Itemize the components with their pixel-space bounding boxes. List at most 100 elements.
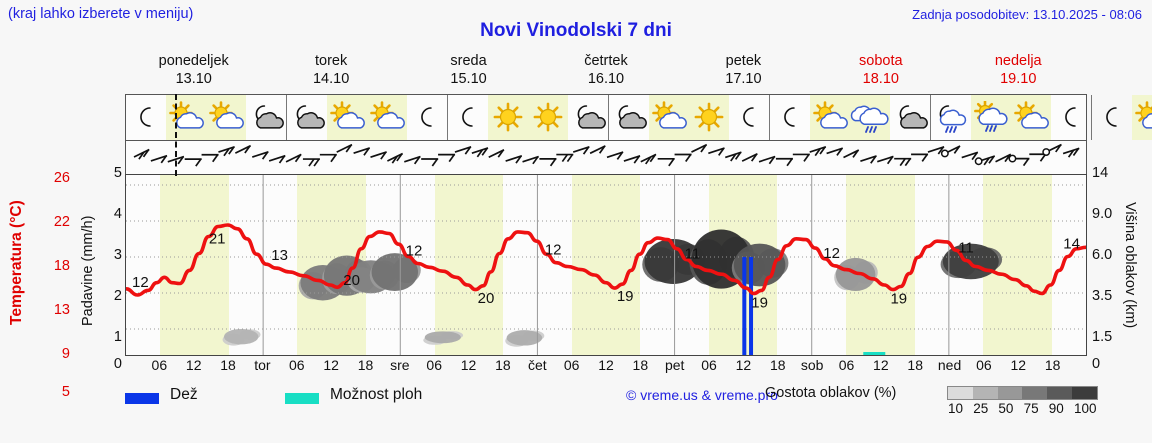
icon-day-ned <box>1092 95 1152 140</box>
x-tick-day-čet: čet <box>527 357 547 373</box>
quarter-band <box>1017 175 1052 355</box>
temperature-label-layer: 12 21 13 20 12 20 12 19 11 19 12 19 11 14 <box>132 231 1080 312</box>
day-name: nedelja <box>994 53 1042 69</box>
sun-clear-icon <box>488 101 528 135</box>
chart-legend: Dež Možnost ploh © vreme.us & vreme.pro <box>125 386 1145 414</box>
moon-clear-icon <box>729 101 769 135</box>
temperature-extreme-label: 19 <box>751 294 768 311</box>
cloud-density-tick: 10 <box>948 401 964 416</box>
wind-barb-strip <box>125 141 1087 174</box>
sun-cloud-rain-icon <box>971 100 1011 135</box>
sun-cloud-icon <box>1132 100 1152 135</box>
weather-icon-cell <box>246 95 286 140</box>
temperature-extreme-label: 12 <box>132 274 149 291</box>
weather-icon-strip <box>125 94 1152 141</box>
quarter-band <box>880 175 915 355</box>
day-name: torek <box>315 53 348 69</box>
x-tick-hour: 12 <box>1010 357 1027 373</box>
x-tick-hour: 06 <box>151 357 168 373</box>
day-name: petek <box>725 53 762 69</box>
precipitation-tick: 3 <box>113 247 122 263</box>
rain-bar <box>749 256 754 355</box>
x-tick-hour: 06 <box>288 357 305 373</box>
temperature-extreme-label: 20 <box>478 290 495 307</box>
temperature-tick: 5 <box>61 384 70 400</box>
cloud-density-color-ramp <box>947 386 1098 400</box>
moon-cloud-icon <box>568 101 608 135</box>
x-tick-hour: 12 <box>460 357 477 373</box>
weather-icon-cell <box>890 95 930 140</box>
icon-day-sre <box>448 95 609 140</box>
temperature-tick: 9 <box>61 346 70 362</box>
icon-day-čet <box>609 95 770 140</box>
cloud-band <box>505 330 545 347</box>
icon-day-pon <box>126 95 287 140</box>
cloud-density-ramp-step <box>1022 387 1048 399</box>
cloud-height-axis-title: Višina oblakov (km) <box>1122 201 1138 329</box>
cloud-density-ramp-step <box>972 387 998 399</box>
moon-cloud-rain-icon <box>931 101 971 135</box>
temperature-tick: 13 <box>53 302 70 318</box>
day-header-row: ponedeljek 13.10 torek 14.10 sreda 15.10 četrt… <box>125 52 1087 90</box>
icon-day-sob <box>931 95 1092 140</box>
temperature-tick: 18 <box>53 258 70 274</box>
sun-cloud-icon <box>367 100 407 135</box>
weather-icon-cell <box>327 95 367 140</box>
moon-cloud-icon <box>609 101 649 135</box>
rain-bar <box>742 256 747 355</box>
weather-icon-cell <box>810 95 850 140</box>
x-tick-hour: 06 <box>976 357 992 373</box>
x-tick-day-ned: ned <box>937 357 962 373</box>
weather-icon-cell <box>1092 95 1132 140</box>
day-name: sreda <box>450 53 487 69</box>
weather-icon-cell <box>649 95 689 140</box>
weather-icon-cell <box>367 95 407 140</box>
precipitation-axis-ticks: 5 4 3 2 1 0 <box>104 160 122 375</box>
temperature-extreme-label: 11 <box>958 239 974 256</box>
sun-cloud-icon <box>206 100 246 135</box>
x-tick-hour: 18 <box>495 357 511 373</box>
icon-day-pet <box>770 95 931 140</box>
precipitation-tick: 1 <box>113 329 122 345</box>
copyright-link[interactable]: © vreme.us & vreme.pro <box>626 387 778 403</box>
day-date: 17.10 <box>725 71 762 87</box>
quarter-band <box>194 175 229 355</box>
showers-bar <box>863 352 886 355</box>
rain-legend-swatch <box>125 393 159 404</box>
cloud-density-legend-label: Gostota oblakov (%) <box>765 385 897 401</box>
quarter-band <box>160 175 195 355</box>
showers-legend-label: Možnost ploh <box>330 386 423 403</box>
quarter-band <box>571 175 606 355</box>
grid-layer <box>126 184 1086 330</box>
rain-bar-layer <box>742 256 886 355</box>
cloud-height-tick: 1.5 <box>1092 329 1113 345</box>
showers-legend-swatch <box>285 393 319 404</box>
x-tick-hour: 18 <box>220 357 236 373</box>
precipitation-tick: 5 <box>113 165 122 181</box>
temperature-extreme-label: 20 <box>343 272 360 289</box>
moon-cloud-icon <box>287 101 327 135</box>
location-menu-hint: (kraj lahko izberete v meniju) <box>8 6 194 22</box>
x-axis-tick-labels: 06 12 18 tor 06 12 18 sre 06 12 18 čet 06 12 18 pet 06 12… <box>125 357 1087 377</box>
temperature-extreme-label: 19 <box>890 291 907 308</box>
cloud-density-tick: 25 <box>973 401 989 416</box>
current-time-marker <box>175 94 177 176</box>
last-updated-label: Zadnja posodobitev: 13.10.2025 - 08:06 <box>912 7 1142 22</box>
moon-clear-icon <box>126 101 166 135</box>
x-tick-hour: 18 <box>907 357 923 373</box>
x-tick-hour: 18 <box>1044 357 1061 373</box>
weather-icon-cell <box>287 95 327 140</box>
day-name: sobota <box>859 53 903 69</box>
day-header-sob: sobota 18.10 <box>812 52 949 90</box>
x-tick-day-tor: tor <box>254 357 271 373</box>
weather-icon-cell <box>689 95 729 140</box>
cloud-density-ramp-step <box>997 387 1023 399</box>
cloud-density-ramp-step <box>1047 387 1073 399</box>
sun-cloud-icon <box>327 100 367 135</box>
day-date: 18.10 <box>862 71 899 87</box>
sun-cloud-icon <box>810 100 850 135</box>
weather-icon-cell <box>1011 95 1051 140</box>
weather-icon-cell <box>528 95 568 140</box>
moon-clear-icon <box>407 101 447 135</box>
x-tick-hour: 12 <box>873 357 889 373</box>
